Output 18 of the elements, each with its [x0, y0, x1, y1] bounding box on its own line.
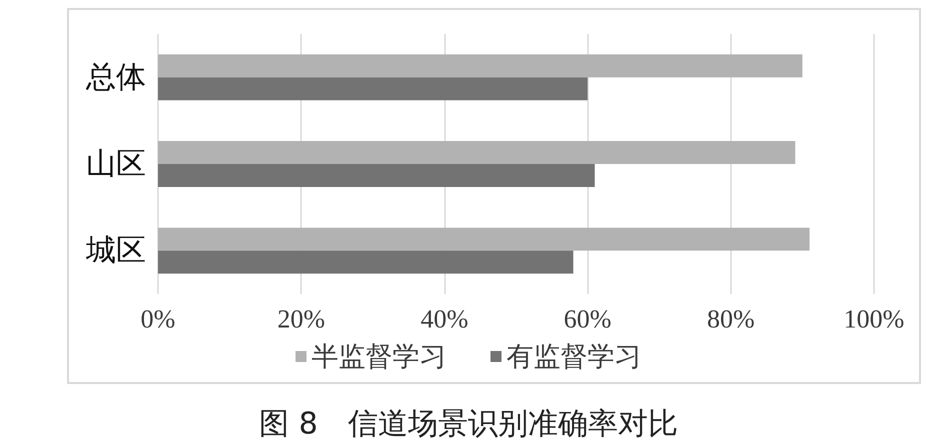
y-tick-label: 山区 [86, 148, 146, 180]
y-tick-label: 总体 [85, 60, 146, 94]
bar [158, 164, 595, 187]
bar [158, 250, 574, 274]
bar [158, 77, 588, 100]
x-tick-label: 40% [420, 304, 468, 334]
x-tick-label: 60% [564, 304, 612, 334]
bar [158, 54, 802, 78]
bar [158, 228, 810, 251]
x-tick-label: 80% [706, 304, 755, 334]
bar [158, 141, 796, 164]
x-tick-label: 100% [844, 304, 904, 334]
legend-label: 半监督学习 [312, 342, 446, 372]
text: 图 8 信道场景识别准确率对比 [259, 406, 678, 442]
x-tick-label: 20% [277, 304, 326, 334]
x-tick-label: 0% [140, 304, 176, 334]
y-tick-label: 城区 [85, 234, 146, 268]
legend-label: 有监督学习 [506, 342, 642, 372]
